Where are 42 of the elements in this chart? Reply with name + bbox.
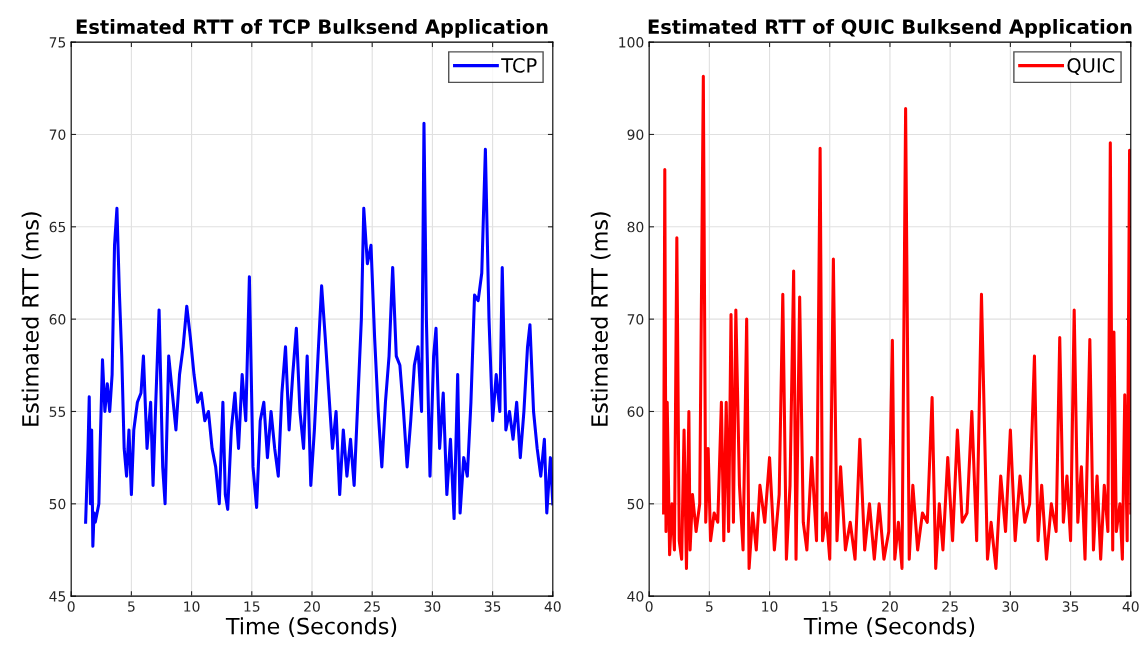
y-tick-label: 75 bbox=[49, 37, 66, 48]
x-tick-label: 20 bbox=[304, 601, 320, 612]
x-tick-label: 0 bbox=[67, 601, 75, 612]
chart-title: Estimated RTT of QUIC Bulksend Application bbox=[648, 19, 1132, 38]
y-tick-label: 70 bbox=[627, 314, 644, 325]
x-tick-label: 15 bbox=[244, 601, 260, 612]
x-tick-label: 35 bbox=[1062, 601, 1079, 612]
x-tick-label: 15 bbox=[822, 601, 838, 612]
y-axis-title: Estimated RTT (ms) bbox=[590, 212, 611, 426]
x-tick-label: 5 bbox=[706, 601, 713, 612]
legend-label: QUIC bbox=[1067, 58, 1115, 75]
x-axis-title: Time (Seconds) bbox=[803, 617, 975, 638]
x-tick-label: 25 bbox=[364, 601, 380, 612]
x-tick-label: 5 bbox=[128, 601, 135, 612]
x-tick-label: 30 bbox=[1002, 601, 1019, 612]
x-tick-label: 25 bbox=[942, 601, 958, 612]
x-tick-label: 40 bbox=[1122, 601, 1139, 612]
y-tick-label: 50 bbox=[49, 498, 66, 510]
x-tick-label: 40 bbox=[544, 601, 561, 612]
x-tick-label: 35 bbox=[484, 601, 501, 612]
chart-title: Estimated RTT of TCP Bulksend Application bbox=[76, 19, 548, 38]
x-tick-label: 20 bbox=[882, 601, 898, 612]
x-tick-label: 10 bbox=[762, 601, 778, 612]
y-tick-label: 55 bbox=[49, 406, 66, 417]
line-series bbox=[662, 74, 1131, 570]
x-tick-label: 30 bbox=[424, 601, 441, 612]
y-tick-label: 50 bbox=[627, 498, 644, 510]
x-tick-label: 0 bbox=[645, 601, 653, 612]
y-axis-title: Estimated RTT (ms) bbox=[21, 212, 42, 426]
line-series bbox=[84, 121, 553, 548]
x-axis-title: Time (Seconds) bbox=[225, 617, 397, 638]
y-tick-label: 60 bbox=[627, 406, 644, 417]
y-tick-label: 65 bbox=[49, 221, 66, 233]
y-tick-label: 45 bbox=[49, 591, 66, 602]
y-tick-label: 80 bbox=[627, 221, 644, 233]
y-tick-label: 40 bbox=[627, 591, 644, 602]
y-tick-label: 90 bbox=[627, 129, 644, 140]
y-tick-label: 100 bbox=[619, 37, 644, 48]
x-tick-label: 10 bbox=[184, 601, 200, 612]
y-tick-label: 60 bbox=[49, 314, 66, 325]
y-tick-label: 70 bbox=[49, 129, 66, 140]
legend-label: TCP bbox=[501, 58, 537, 73]
